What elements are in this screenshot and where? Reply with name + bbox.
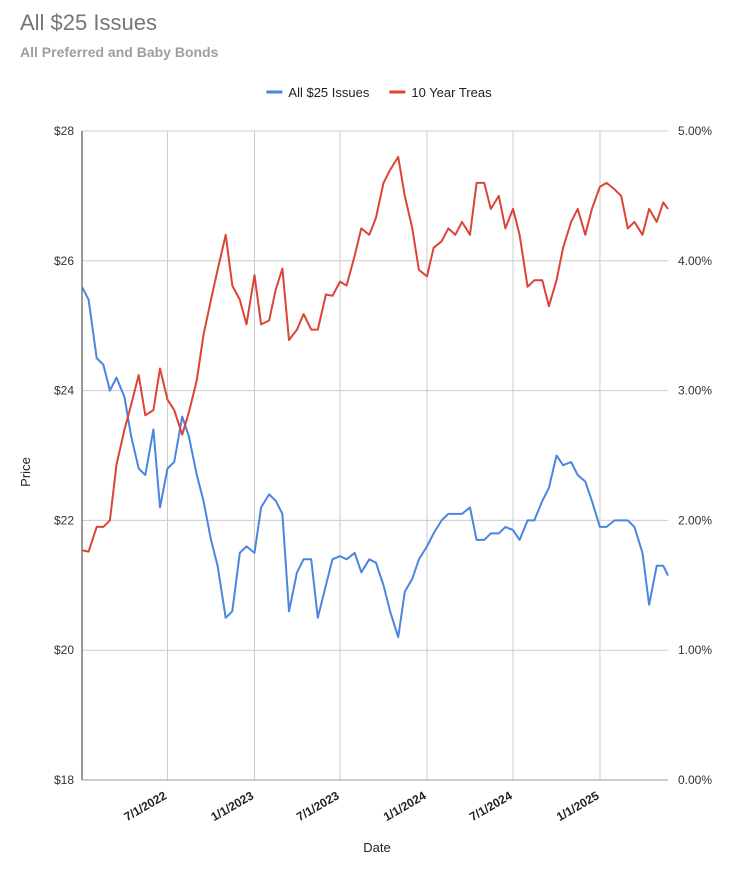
x-tick-label: 1/1/2025: [554, 788, 602, 824]
x-tick-label: 7/1/2022: [122, 788, 170, 824]
y-tick-label: $20: [54, 643, 74, 657]
y-tick-label: $22: [54, 513, 74, 527]
chart-title: All $25 Issues: [20, 10, 157, 35]
y-tick-label: $18: [54, 773, 74, 787]
x-tick-label: 7/1/2023: [294, 788, 342, 824]
legend-label: 10 Year Treas: [411, 85, 492, 100]
y-tick-label: $24: [54, 384, 74, 398]
legend: All $25 Issues 10 Year Treas: [266, 85, 492, 100]
x-tick-label: 1/1/2024: [381, 788, 429, 824]
y-tick-label: $26: [54, 254, 74, 268]
series-line: [81, 156, 669, 553]
y2-tick-label: 3.00%: [678, 384, 712, 398]
y2-tick-label: 2.00%: [678, 513, 712, 527]
legend-label: All $25 Issues: [288, 85, 369, 100]
y-tick-label: $28: [54, 124, 74, 138]
y2-tick-label: 5.00%: [678, 124, 712, 138]
x-tick-label: 7/1/2024: [467, 788, 515, 824]
chart-subtitle: All Preferred and Baby Bonds: [20, 44, 219, 60]
series-line: [81, 286, 669, 639]
y-axis-title: Price: [18, 457, 33, 487]
x-tick-label: 1/1/2023: [209, 788, 257, 824]
y2-tick-label: 4.00%: [678, 254, 712, 268]
y2-tick-label: 0.00%: [678, 773, 712, 787]
y2-tick-label: 1.00%: [678, 643, 712, 657]
x-axis-title: Date: [363, 840, 390, 855]
